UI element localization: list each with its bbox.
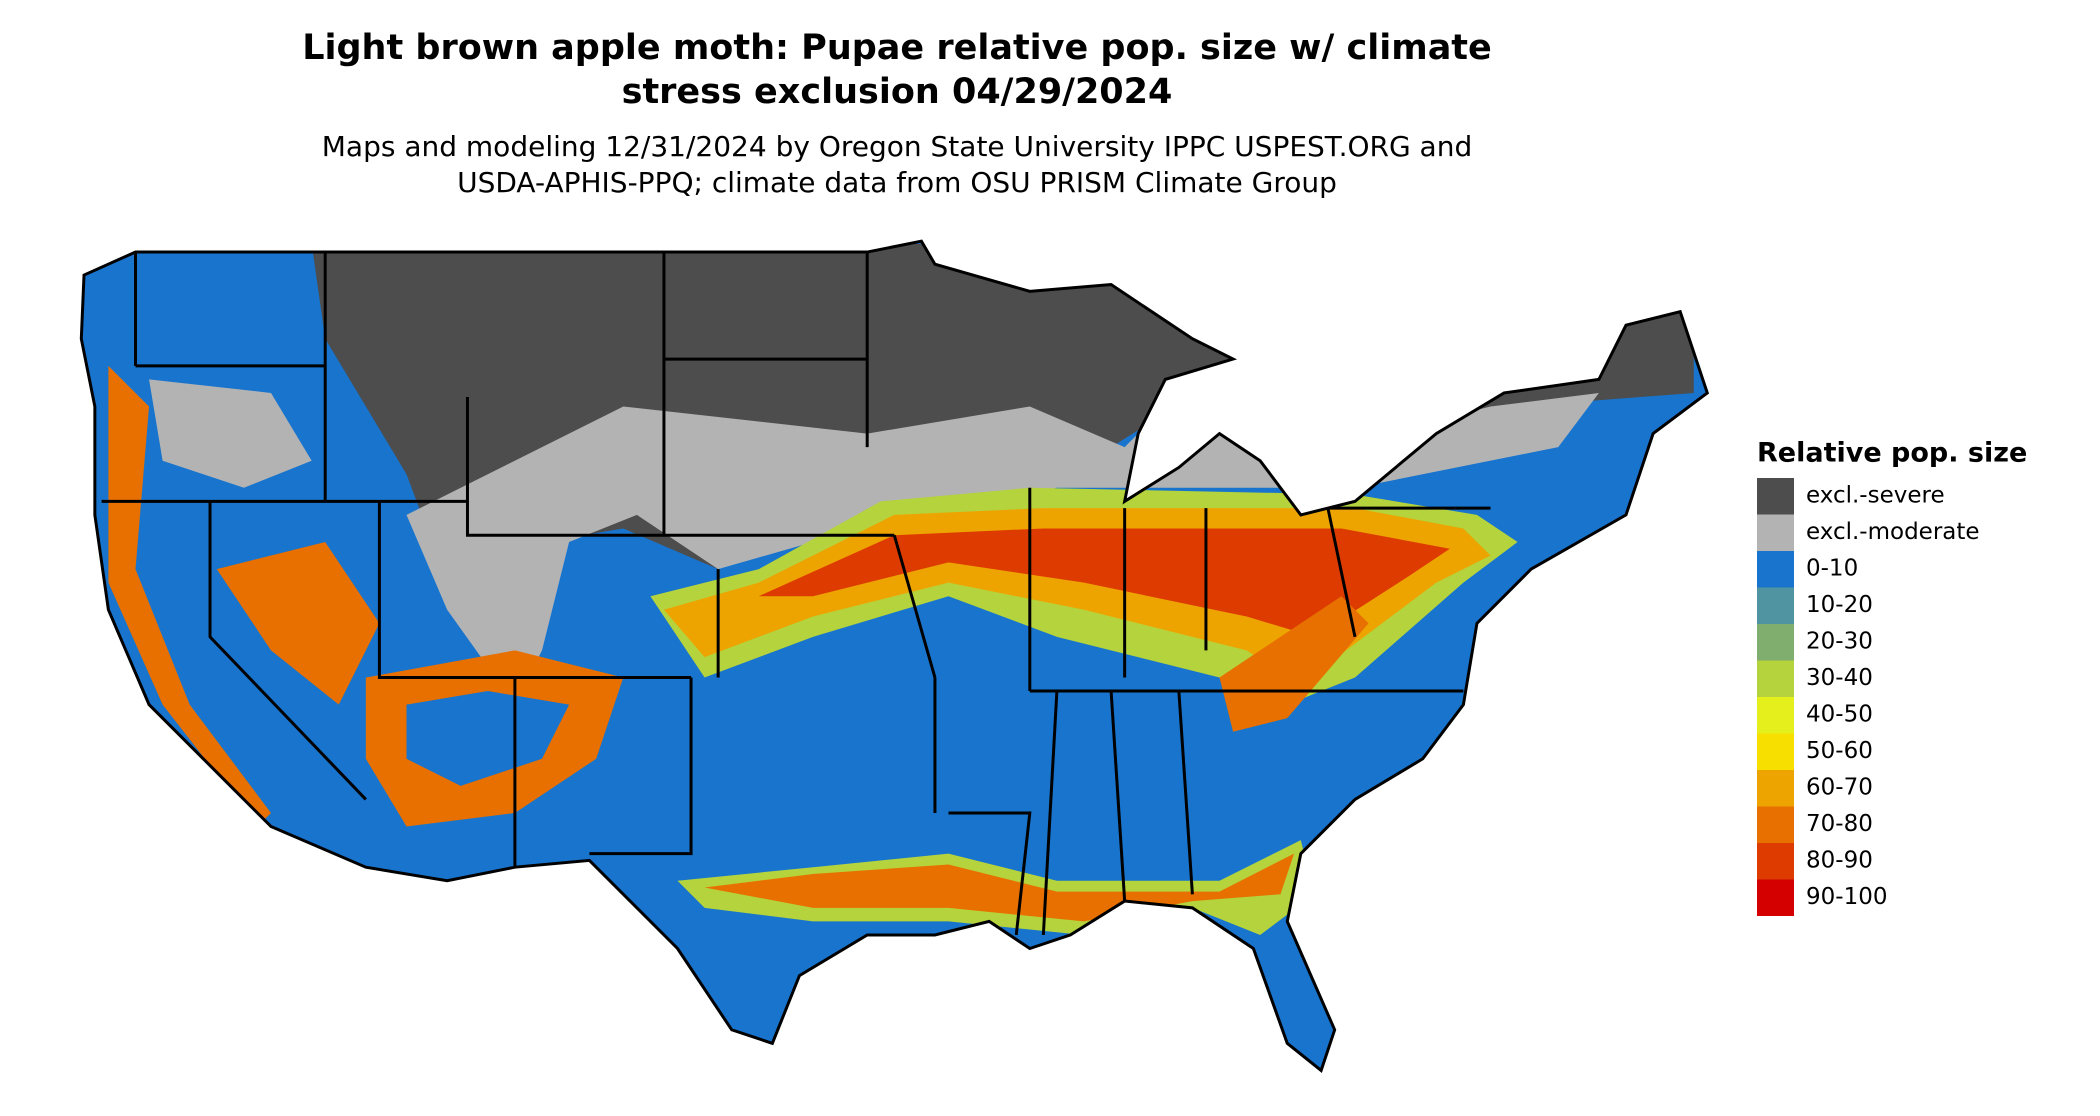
region xyxy=(149,379,312,488)
region xyxy=(406,691,570,786)
title-line: Light brown apple moth: Pupae relative p… xyxy=(302,28,1492,68)
legend-label: excl.-severe xyxy=(1806,483,1945,509)
legend-label: 20-30 xyxy=(1806,629,1873,655)
legend-swatch xyxy=(1757,697,1794,734)
subtitle-line: USDA-APHIS-PPQ; climate data from OSU PR… xyxy=(457,166,1337,199)
title-line: stress exclusion 04/29/2024 xyxy=(622,72,1173,112)
state-borders xyxy=(101,252,1491,936)
subtitle-line: Maps and modeling 12/31/2024 by Oregon S… xyxy=(322,130,1473,163)
legend-swatch xyxy=(1757,660,1794,697)
legend-label: 90-100 xyxy=(1806,884,1887,910)
legend-label: excl.-moderate xyxy=(1806,519,1980,545)
legend-swatch xyxy=(1757,551,1794,588)
map xyxy=(79,239,1709,1072)
legend-swatch xyxy=(1757,843,1794,880)
legend-swatch xyxy=(1757,879,1794,916)
legend-title: Relative pop. size xyxy=(1757,438,2027,469)
region xyxy=(1219,596,1369,732)
legend-label: 70-80 xyxy=(1806,811,1873,837)
region xyxy=(108,365,272,827)
legend-swatch xyxy=(1757,587,1794,624)
legend-swatch xyxy=(1757,770,1794,807)
legend-swatch xyxy=(1757,478,1794,515)
legend: excl.-severe excl.-moderate 0-10 10-20 20-30… xyxy=(1757,478,1980,916)
legend-swatch xyxy=(1757,806,1794,843)
legend-label: 0-10 xyxy=(1806,556,1858,582)
legend-label: 30-40 xyxy=(1806,665,1873,691)
region xyxy=(758,528,1450,637)
legend-label: 60-70 xyxy=(1806,775,1873,801)
legend-label: 10-20 xyxy=(1806,592,1873,618)
legend-label: 50-60 xyxy=(1806,738,1873,764)
legend-label: 40-50 xyxy=(1806,702,1873,728)
legend-label: 80-90 xyxy=(1806,848,1873,874)
legend-swatch xyxy=(1757,514,1794,551)
map-fill xyxy=(81,241,1708,1071)
legend-swatch xyxy=(1757,624,1794,661)
region xyxy=(216,542,380,705)
legend-swatch xyxy=(1757,733,1794,770)
